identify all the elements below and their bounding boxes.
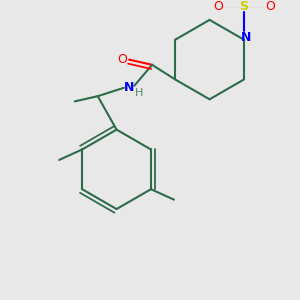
Text: O: O xyxy=(213,0,223,13)
Text: H: H xyxy=(135,88,144,98)
Text: N: N xyxy=(241,31,251,44)
Text: O: O xyxy=(265,0,275,13)
Text: S: S xyxy=(239,0,248,13)
Text: O: O xyxy=(117,53,127,66)
Text: N: N xyxy=(124,81,134,94)
